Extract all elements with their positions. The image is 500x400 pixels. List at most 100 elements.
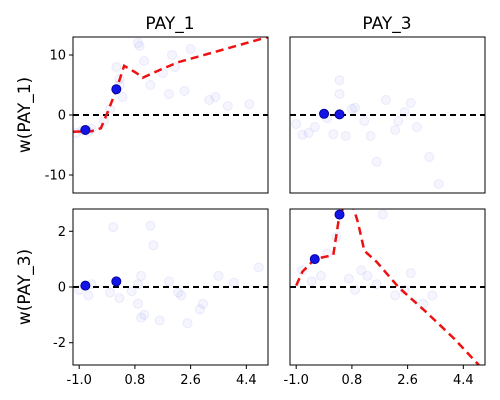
- background-point: [133, 298, 143, 309]
- highlighted-point: [80, 125, 91, 135]
- background-point: [291, 119, 302, 129]
- background-point: [405, 98, 416, 108]
- background-point: [136, 270, 147, 281]
- background-point: [185, 44, 196, 54]
- background-point: [228, 277, 239, 288]
- background-point: [390, 290, 401, 301]
- column-title-pay-1: PAY_1: [145, 14, 194, 34]
- y-tick-label: 2: [58, 225, 66, 240]
- background-point: [213, 270, 224, 281]
- background-point: [163, 276, 174, 287]
- background-point: [167, 50, 178, 60]
- highlighted-point: [319, 108, 330, 119]
- background-point: [173, 287, 184, 298]
- background-point: [411, 122, 422, 132]
- background-point: [380, 95, 391, 105]
- panel-plot-area: [290, 209, 485, 365]
- background-point: [334, 89, 345, 99]
- highlighted-point: [334, 209, 345, 220]
- background-point: [359, 116, 370, 126]
- background-point: [365, 131, 376, 141]
- panel-4: -1.0 0.8 2.6 4.4: [284, 208, 486, 388]
- row-label-w-pay-1: w(PAY_1): [15, 77, 35, 153]
- x-tick-label: -1.0: [284, 373, 309, 388]
- background-point: [362, 270, 373, 281]
- background-point: [194, 304, 205, 315]
- background-point: [148, 240, 159, 251]
- background-point: [154, 315, 165, 326]
- background-point: [105, 287, 116, 298]
- background-point: [328, 129, 339, 140]
- background-point: [244, 99, 255, 110]
- background-point: [334, 75, 345, 86]
- background-point: [163, 89, 174, 99]
- x-tick-label: 4.4: [236, 373, 257, 388]
- background-point: [139, 309, 150, 320]
- x-tick-label: 0.8: [125, 373, 146, 388]
- background-point: [133, 38, 143, 48]
- background-point: [253, 262, 264, 273]
- y-tick-label: 0: [58, 281, 66, 296]
- background-point: [433, 179, 444, 189]
- background-point: [405, 268, 416, 279]
- background-point: [303, 128, 314, 138]
- background-point: [114, 293, 125, 304]
- highlighted-point: [334, 109, 345, 120]
- background-point: [136, 312, 147, 323]
- background-point: [393, 116, 404, 126]
- panel-plot-area: [73, 220, 268, 329]
- background-point: [176, 290, 187, 301]
- panels: -10 0 10 -2 0 2 -1.0 0.8 2.6 4.4 -1.0 0.8 2.6 4.4: [45, 36, 486, 388]
- background-point: [145, 220, 156, 231]
- row-label-w-pay-3: w(PAY_3): [15, 249, 35, 325]
- trend-curve: [73, 37, 268, 134]
- background-point: [204, 95, 215, 105]
- y-tick-label: 0: [58, 109, 66, 124]
- panel-plot-area: [290, 75, 485, 189]
- background-point: [182, 318, 193, 329]
- panel-1: -10 0 10: [45, 36, 269, 194]
- background-point: [198, 298, 208, 309]
- x-tick-label: 2.6: [397, 373, 418, 388]
- highlighted-point: [309, 254, 320, 265]
- background-point: [134, 41, 145, 51]
- background-point: [145, 80, 156, 90]
- background-point: [139, 56, 150, 66]
- background-point: [306, 276, 317, 287]
- background-point: [179, 86, 190, 96]
- background-point: [343, 273, 354, 284]
- panel-frame: [289, 208, 486, 366]
- background-point: [340, 131, 351, 141]
- background-point: [210, 92, 221, 102]
- highlighted-point: [111, 84, 122, 95]
- background-point: [309, 122, 320, 132]
- background-point: [315, 270, 326, 281]
- background-point: [371, 156, 382, 167]
- background-point: [424, 152, 435, 162]
- x-tick-label: -1.0: [67, 373, 92, 388]
- column-title-pay-3: PAY_3: [362, 14, 411, 34]
- panel-frame: [289, 36, 486, 194]
- background-point: [427, 290, 438, 301]
- background-point: [108, 222, 119, 233]
- panel-3: -2 0 2 -1.0 0.8 2.6 4.4: [53, 208, 269, 388]
- panel-plot-area: [73, 37, 268, 138]
- x-tick-label: 2.6: [180, 373, 201, 388]
- y-tick-label: -2: [53, 336, 66, 351]
- background-point: [83, 290, 94, 301]
- background-point: [418, 298, 429, 309]
- x-tick-label: 4.4: [453, 373, 474, 388]
- highlighted-point: [111, 276, 122, 287]
- trend-curve: [295, 209, 480, 365]
- panel-2: [289, 36, 486, 194]
- background-point: [377, 209, 388, 220]
- highlighted-point: [80, 280, 91, 291]
- background-point: [117, 92, 128, 102]
- y-tick-label: 10: [49, 49, 66, 64]
- background-point: [350, 102, 360, 113]
- background-point: [346, 104, 357, 114]
- background-point: [126, 286, 137, 297]
- background-point: [111, 62, 122, 72]
- background-point: [390, 125, 401, 135]
